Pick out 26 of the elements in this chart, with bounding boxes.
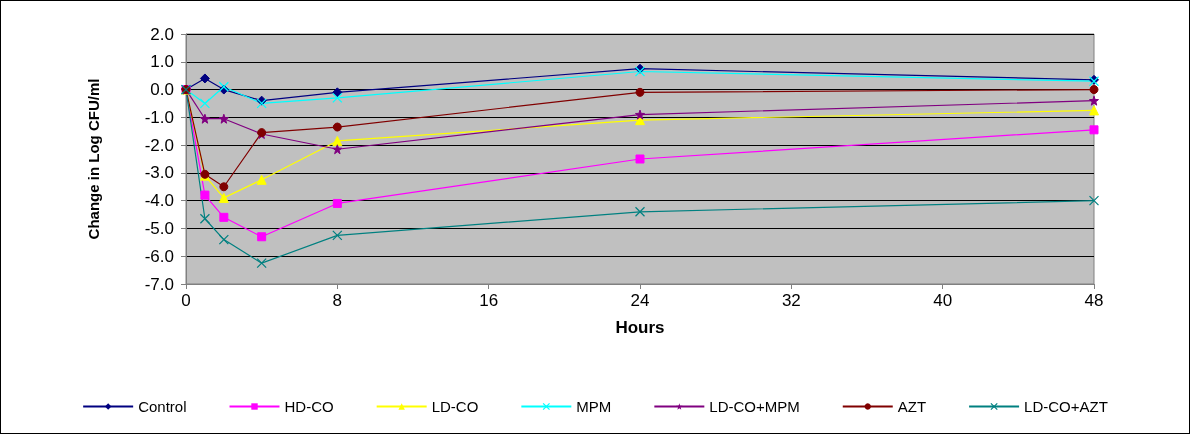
y-tick-label: -2.0: [144, 135, 174, 155]
x-tick-label: 32: [781, 291, 801, 310]
y-tick-label: 2.0: [150, 24, 174, 44]
y-tick-label: -6.0: [144, 246, 174, 266]
legend-label: LD-CO+MPM: [709, 398, 800, 415]
legend-label: MPM: [576, 398, 612, 415]
legend-label: Control: [138, 398, 187, 415]
x-tick-label: 48: [1084, 291, 1104, 310]
x-tick-label: 40: [933, 291, 953, 310]
x-tick-label: 24: [630, 291, 650, 310]
legend-label: LD-CO+AZT: [1024, 398, 1108, 415]
y-tick-label: -5.0: [144, 218, 174, 238]
legend-label: LD-CO: [431, 398, 479, 415]
x-tick-label: 0: [181, 291, 191, 310]
y-axis-title: Change in Log CFU/ml: [85, 78, 102, 240]
legend-label: AZT: [897, 398, 927, 415]
y-tick-label: -4.0: [144, 191, 174, 211]
y-tick-label: 1.0: [150, 52, 174, 72]
legend-label: HD-CO: [284, 398, 334, 415]
x-axis-title: Hours: [615, 318, 665, 337]
x-tick-label: 8: [332, 291, 343, 310]
y-tick-label: -3.0: [144, 163, 174, 183]
x-tick-label: 16: [479, 291, 499, 310]
y-tick-label: 0.0: [150, 80, 174, 100]
y-tick-label: -1.0: [144, 107, 174, 127]
y-tick-label: -7.0: [144, 274, 174, 294]
